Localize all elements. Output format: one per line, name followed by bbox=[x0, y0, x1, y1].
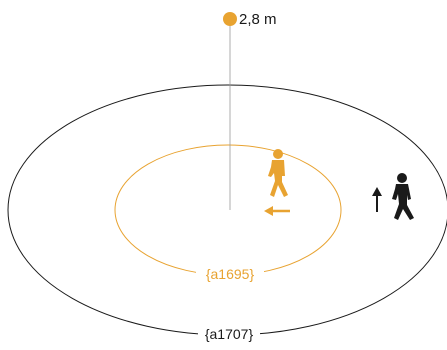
arrow-left-icon bbox=[264, 206, 290, 216]
inner-zone-ellipse bbox=[114, 144, 342, 276]
sensor-dot-icon bbox=[223, 12, 237, 26]
outer-zone-ellipse bbox=[7, 84, 447, 336]
inner-zone-label: {a1695} bbox=[206, 266, 255, 282]
outer-label-gap bbox=[198, 322, 260, 344]
outer-zone-label: {a1707} bbox=[205, 326, 254, 342]
inner-label-gap bbox=[196, 262, 264, 284]
arrow-up-icon bbox=[372, 187, 382, 212]
height-label: 2,8 m bbox=[239, 11, 277, 28]
walking-person-icon-outer bbox=[392, 173, 414, 220]
walking-person-icon-inner bbox=[268, 149, 288, 197]
